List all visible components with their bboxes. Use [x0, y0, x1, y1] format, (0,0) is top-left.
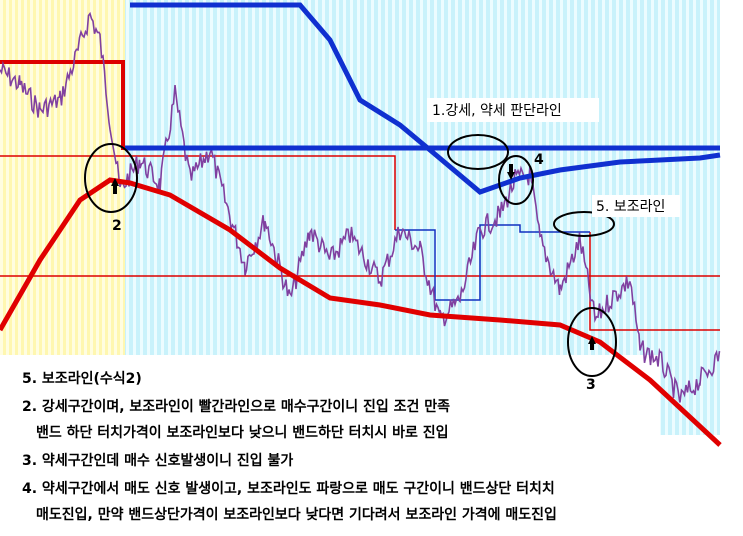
- blue-step: [395, 224, 590, 301]
- notes: 5. 보조라인(수식2) 2. 강세구간이며, 보조라인이 빨간라인으로 매수구…: [22, 370, 557, 523]
- aux-label: 5. 보조라인: [596, 199, 665, 215]
- point-label: 3: [586, 377, 596, 393]
- point-label: 4: [534, 152, 544, 168]
- note-bg: [0, 355, 660, 536]
- note: 4. 약세구간에서 매도 신호 발생이고, 보조라인도 파랑으로 매도 구간이니…: [22, 480, 555, 497]
- lower-band: [0, 177, 722, 447]
- note: 밴드 하단 터치가격이 보조라인보다 낮으니 밴드하단 터치시 바로 진입: [36, 424, 449, 441]
- note: 5. 보조라인(수식2): [22, 370, 142, 387]
- price-line: [0, 11, 721, 403]
- label-bg: [592, 195, 680, 217]
- note: 2. 강세구간이며, 보조라인이 빨간라인으로 매수구간이니 진입 조건 만족: [22, 398, 450, 415]
- arrows: [111, 164, 596, 350]
- red-step-top: [0, 60, 125, 150]
- upper-band: [130, 2, 721, 195]
- markers: [84, 134, 617, 377]
- note: 매도진입, 만약 밴드상단가격이 보조라인보다 낮다면 기다려서 보조라인 가격…: [36, 506, 557, 523]
- note: 3. 약세구간인데 매수 신호발생이니 진입 불가: [22, 452, 293, 469]
- line-label: 1.강세, 약세 판단라인: [432, 103, 562, 119]
- red-step-2: [589, 232, 720, 331]
- chart-area: 1.강세, 약세 판단라인 5. 보조라인 2 3 4: [0, 0, 722, 536]
- label-bg: [427, 98, 599, 122]
- point-label: 2: [112, 218, 122, 234]
